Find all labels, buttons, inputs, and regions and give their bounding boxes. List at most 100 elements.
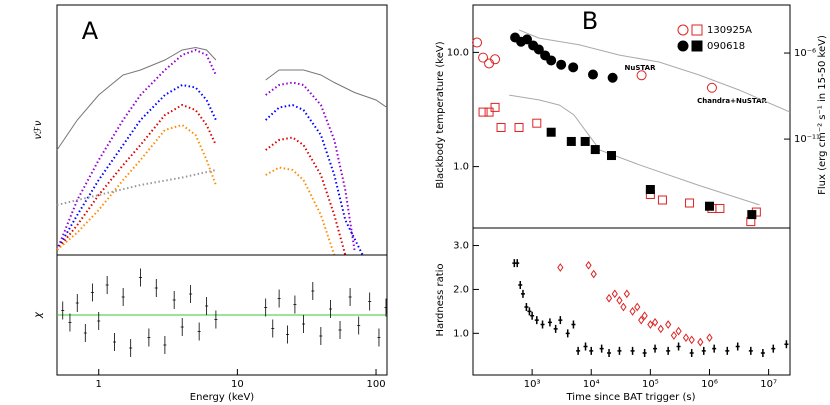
point (97, 312, 101, 330)
point (368, 292, 372, 311)
point (311, 282, 315, 300)
point (675, 326, 682, 336)
point (533, 44, 544, 55)
point (571, 320, 576, 329)
series-line (56, 169, 217, 206)
x-tick-label: 10³ (524, 379, 541, 390)
point (634, 302, 641, 312)
point (657, 195, 667, 205)
point (558, 316, 563, 325)
point (484, 107, 494, 117)
point (630, 346, 635, 355)
x-tick-label: 10⁵ (642, 379, 659, 390)
x-tick-label: 10 (231, 379, 244, 390)
point (121, 288, 125, 306)
point (319, 327, 323, 345)
point (264, 298, 268, 317)
point (606, 151, 616, 161)
point (715, 203, 725, 213)
point (771, 344, 776, 353)
point (647, 320, 654, 329)
point (636, 70, 647, 81)
point (534, 316, 539, 325)
point (657, 324, 664, 334)
point (645, 185, 655, 195)
series-line (56, 83, 364, 256)
point (665, 320, 672, 329)
point (514, 122, 524, 132)
point (532, 118, 542, 128)
point (478, 52, 489, 63)
legend-label: 130925A (707, 25, 752, 36)
point (585, 260, 592, 270)
point (641, 311, 648, 321)
point (129, 339, 133, 357)
point (357, 316, 361, 335)
x-tick-label: 10⁴ (583, 379, 600, 390)
series-line (56, 123, 336, 256)
plot-frame (56, 4, 388, 256)
point (701, 346, 706, 355)
point (685, 198, 695, 208)
point (472, 37, 483, 48)
point (113, 333, 117, 351)
point (607, 349, 612, 358)
point (540, 320, 545, 329)
point (189, 285, 193, 303)
point (784, 340, 789, 349)
series-line (509, 94, 760, 206)
point (205, 297, 209, 315)
point (565, 329, 570, 338)
point (629, 307, 636, 316)
point (706, 333, 713, 343)
point (557, 263, 564, 272)
x-axis-label: Energy (keV) (190, 392, 255, 403)
series-line (518, 29, 791, 113)
point (302, 315, 306, 333)
series-line (56, 48, 356, 251)
legend-marker (677, 40, 689, 52)
legend-marker (677, 24, 689, 36)
point (293, 295, 297, 314)
y-tick-label: 1.0 (453, 162, 469, 173)
point (605, 293, 613, 303)
point (530, 311, 535, 320)
plot-frame (472, 227, 791, 376)
y-tick-label: 10.0 (447, 47, 469, 58)
point (105, 276, 109, 294)
point (653, 344, 658, 353)
point (496, 122, 506, 132)
x-tick-label: 10⁶ (701, 379, 718, 390)
y-axis-label: χ (33, 311, 44, 319)
point (748, 346, 753, 355)
point (682, 333, 690, 343)
point (478, 107, 488, 117)
point (180, 318, 184, 336)
point (329, 300, 333, 318)
point (553, 324, 558, 333)
point (607, 72, 618, 83)
point (214, 310, 218, 329)
point (384, 298, 388, 317)
point (651, 317, 659, 327)
point (138, 268, 142, 287)
point (556, 59, 567, 70)
point (83, 324, 87, 342)
legend-marker (691, 24, 703, 36)
point (348, 288, 352, 306)
x-tick-label: 1 (96, 379, 102, 390)
point (377, 328, 381, 347)
panel-letter: B (582, 7, 598, 35)
point (616, 296, 623, 305)
point (163, 336, 167, 354)
y2-tick-label: 10⁻⁶ (794, 48, 816, 59)
point (527, 307, 532, 316)
point (599, 344, 604, 353)
point (154, 279, 158, 297)
point (670, 331, 678, 340)
point (676, 342, 681, 351)
point (587, 69, 598, 80)
point (75, 294, 79, 312)
